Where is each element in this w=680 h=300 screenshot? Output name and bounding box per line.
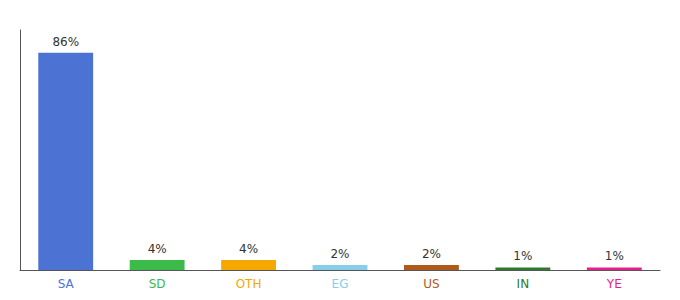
svg-text:US: US: [423, 277, 439, 291]
svg-text:86%: 86%: [52, 35, 79, 49]
svg-text:1%: 1%: [605, 249, 624, 263]
svg-text:4%: 4%: [148, 242, 167, 256]
svg-text:2%: 2%: [422, 247, 441, 261]
svg-text:4%: 4%: [239, 242, 258, 256]
svg-text:2%: 2%: [330, 247, 349, 261]
svg-text:IN: IN: [517, 277, 530, 291]
svg-text:EG: EG: [332, 277, 349, 291]
svg-text:SD: SD: [149, 277, 166, 291]
svg-text:SA: SA: [58, 277, 75, 291]
svg-text:1%: 1%: [513, 249, 532, 263]
svg-text:OTH: OTH: [236, 277, 262, 291]
svg-text:YE: YE: [606, 277, 622, 291]
